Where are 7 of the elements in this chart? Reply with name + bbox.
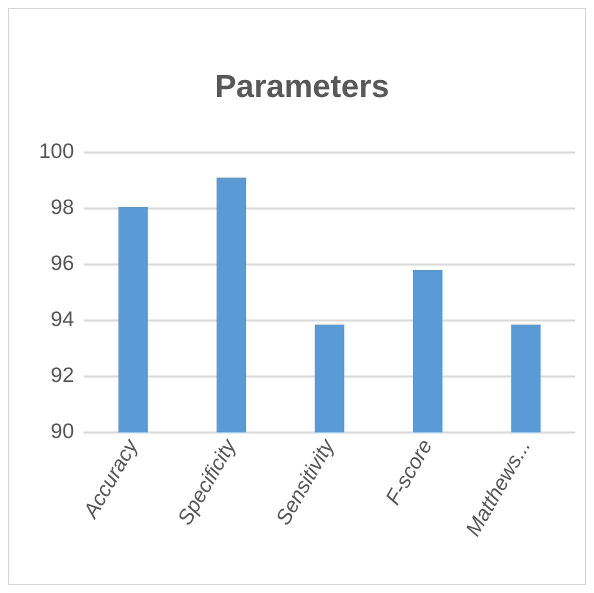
y-tick-label: 94 <box>50 308 74 332</box>
chart-title: Parameters <box>214 68 390 104</box>
y-tick-label: 96 <box>50 252 74 276</box>
y-tick-label: 98 <box>50 196 74 220</box>
y-tick-label: 90 <box>50 420 74 444</box>
y-tick-label: 92 <box>50 364 74 388</box>
y-tick-label: 100 <box>38 140 74 164</box>
